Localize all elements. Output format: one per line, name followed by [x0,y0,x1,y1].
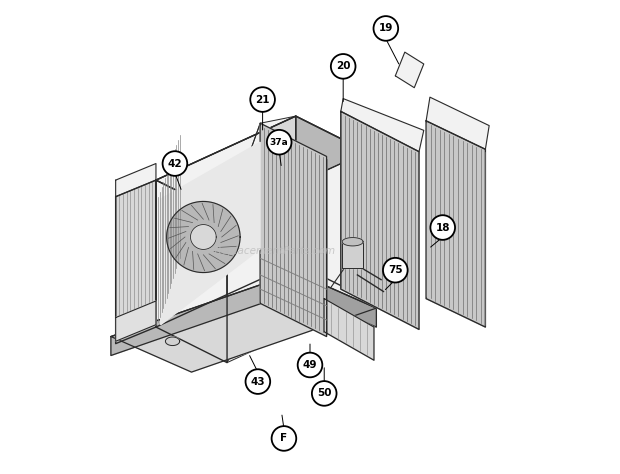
Circle shape [162,151,187,176]
Circle shape [430,215,455,240]
Text: 75: 75 [388,265,402,275]
Text: 49: 49 [303,360,317,370]
Ellipse shape [167,201,240,273]
Polygon shape [296,116,367,299]
Polygon shape [111,273,296,356]
Polygon shape [116,180,156,344]
Text: 37a: 37a [270,138,288,146]
Polygon shape [324,299,374,360]
Circle shape [272,426,296,451]
Polygon shape [156,116,367,216]
Text: 19: 19 [379,23,393,34]
Ellipse shape [342,237,363,246]
Text: 50: 50 [317,388,332,399]
Ellipse shape [190,225,216,249]
Polygon shape [260,123,327,337]
Circle shape [246,369,270,394]
Polygon shape [342,242,363,268]
Polygon shape [111,273,376,372]
Circle shape [250,87,275,112]
Polygon shape [156,180,227,363]
Polygon shape [156,116,296,327]
Polygon shape [296,273,376,327]
Polygon shape [227,123,260,363]
Circle shape [298,353,322,377]
Text: 42: 42 [167,158,182,169]
Ellipse shape [166,337,180,346]
Circle shape [267,130,291,155]
Text: F: F [280,433,288,444]
Polygon shape [116,301,156,341]
Circle shape [312,381,337,406]
Circle shape [383,258,407,283]
Polygon shape [156,116,296,216]
Text: 21: 21 [255,94,270,105]
Text: eReplacementParts.com: eReplacementParts.com [208,246,335,256]
Polygon shape [396,52,423,88]
Polygon shape [426,97,489,149]
Polygon shape [227,152,367,363]
Circle shape [331,54,355,79]
Polygon shape [341,99,423,152]
Text: 18: 18 [435,222,450,233]
Polygon shape [161,142,260,325]
Text: 20: 20 [336,61,350,72]
Circle shape [373,16,398,41]
Text: 43: 43 [250,376,265,387]
Polygon shape [116,164,156,197]
Polygon shape [426,121,485,327]
Polygon shape [341,111,419,329]
